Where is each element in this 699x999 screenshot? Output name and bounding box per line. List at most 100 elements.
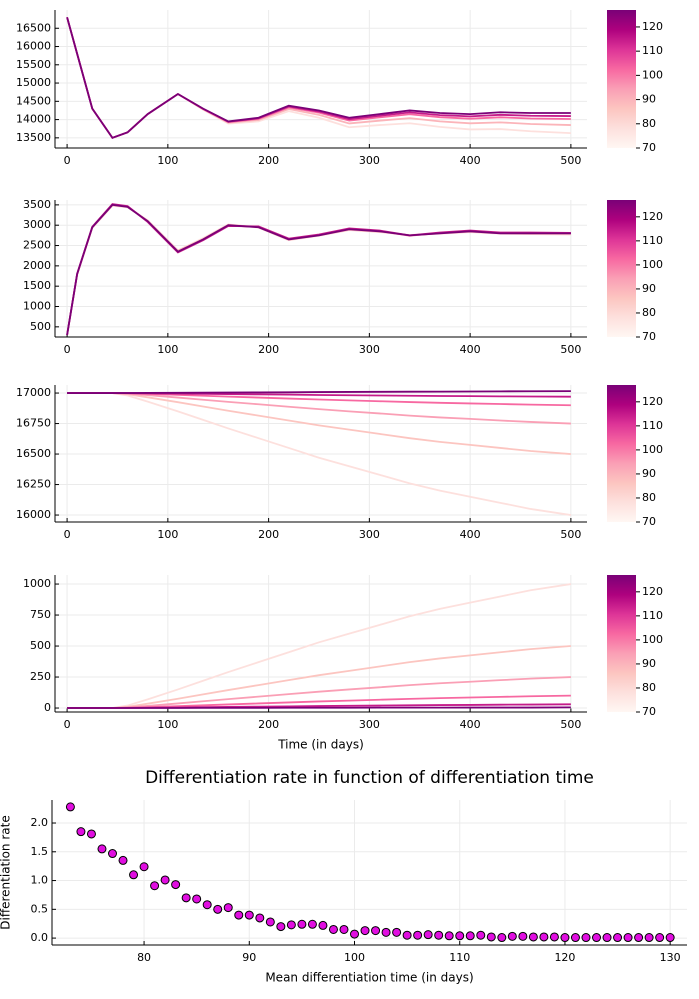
x-tick-label: 500 [560, 343, 581, 356]
point [65, 802, 75, 812]
y-tick-label: 17000 [16, 386, 51, 399]
colorbar-tick-label: 70 [642, 141, 656, 154]
point [160, 875, 170, 885]
y-tick-label: 2500 [23, 239, 51, 252]
colorbar-tick-label: 90 [642, 93, 656, 106]
line [67, 390, 571, 394]
colorbar-tick-label: 100 [642, 258, 663, 271]
point [307, 919, 317, 929]
point [665, 933, 675, 943]
x-tick-label: 300 [359, 718, 380, 731]
line [66, 203, 571, 336]
chart-title: Differentiation rate in function of diff… [145, 768, 594, 788]
colorbar-tick-label: 110 [642, 609, 663, 622]
x-tick-label: 90 [242, 951, 256, 964]
y-tick-label: 750 [30, 608, 51, 621]
point [486, 932, 496, 942]
colorbar-tick-label: 70 [642, 515, 656, 528]
point [581, 933, 591, 943]
point [76, 827, 86, 837]
x-tick-label: 120 [554, 951, 575, 964]
x-tick-label: 300 [359, 154, 380, 167]
y-tick-label: 3500 [23, 198, 51, 211]
x-tick-label: 100 [157, 343, 178, 356]
y-tick-label: 1000 [23, 577, 51, 590]
y-tick-label: 15000 [16, 76, 51, 89]
y-tick-label: 16500 [16, 447, 51, 460]
x-tick-label: 500 [560, 154, 581, 167]
y-tick-label: 3000 [23, 218, 51, 231]
line [67, 676, 571, 709]
colorbar-tick-label: 90 [642, 467, 656, 480]
point [507, 931, 517, 941]
y-tick-label: 14500 [16, 94, 51, 107]
y-tick-label: 0.5 [31, 902, 49, 915]
point [549, 932, 559, 942]
point [139, 862, 149, 872]
point [497, 933, 507, 943]
colorbar [607, 385, 636, 522]
colorbar-tick-label: 80 [642, 681, 656, 694]
y-tick-label: 16250 [16, 478, 51, 491]
colorbar-tick-label: 120 [642, 585, 663, 598]
point [413, 930, 423, 940]
y-tick-label: 16000 [16, 508, 51, 521]
point [539, 932, 549, 942]
x-tick-label: 400 [460, 343, 481, 356]
point [392, 927, 402, 937]
colorbar-tick-label: 100 [642, 68, 663, 81]
x-tick-label: 0 [64, 343, 71, 356]
point [602, 933, 612, 943]
point [339, 924, 349, 934]
line [67, 392, 571, 425]
point [655, 933, 665, 943]
y-tick-label: 2.0 [31, 816, 49, 829]
point [381, 927, 391, 937]
line [66, 17, 571, 139]
x-tick-label: 0 [64, 154, 71, 167]
y-tick-label: 250 [30, 670, 51, 683]
line [66, 203, 571, 336]
x-tick-label: 100 [344, 951, 365, 964]
colorbar-tick-label: 90 [642, 282, 656, 295]
y-tick-label: 1500 [23, 279, 51, 292]
y-tick-label: 0.0 [31, 931, 49, 944]
colorbar-tick-label: 110 [642, 44, 663, 57]
line [67, 706, 571, 709]
point [202, 900, 212, 910]
y-tick-label: 500 [30, 320, 51, 333]
x-tick-label: 130 [660, 951, 681, 964]
point [97, 844, 107, 854]
point [518, 931, 528, 941]
x-tick-label: 500 [560, 528, 581, 541]
x-tick-label: 100 [157, 718, 178, 731]
x-tick-label: 0 [64, 528, 71, 541]
point [402, 930, 412, 940]
colorbar-tick-label: 120 [642, 210, 663, 223]
point [318, 920, 328, 930]
colorbar-tick-label: 120 [642, 395, 663, 408]
y-tick-label: 1.0 [31, 874, 49, 887]
colorbar-tick-label: 100 [642, 443, 663, 456]
point [592, 933, 602, 943]
colorbar [607, 200, 636, 337]
point [528, 932, 538, 942]
point [192, 894, 202, 904]
colorbar-tick-label: 110 [642, 234, 663, 247]
point [613, 933, 623, 943]
y-tick-label: 2000 [23, 259, 51, 272]
y-axis-label: Differentiation rate [0, 815, 13, 929]
colorbar-tick-label: 80 [642, 117, 656, 130]
y-tick-label: 14000 [16, 113, 51, 126]
y-tick-label: 1.5 [31, 845, 49, 858]
x-tick-label: 400 [460, 154, 481, 167]
y-tick-label: 13500 [16, 131, 51, 144]
point [129, 870, 139, 880]
y-tick-label: 16500 [16, 21, 51, 34]
point [244, 910, 254, 920]
point [150, 881, 160, 891]
x-axis-label: Time (in days) [277, 738, 364, 752]
point [423, 930, 433, 940]
x-tick-label: 80 [137, 951, 151, 964]
